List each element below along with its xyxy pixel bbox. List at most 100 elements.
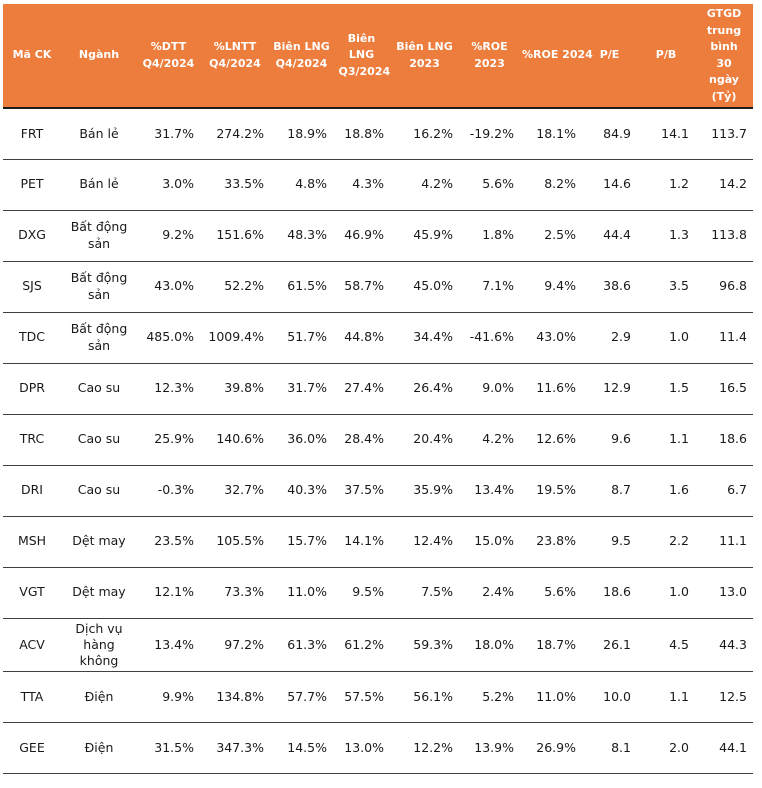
cell-pct-roe-2024: 11.6% [520, 363, 582, 415]
cell-pb: 4.5 [637, 618, 695, 673]
cell-bien-lng-q3-2024: 37.5% [333, 465, 390, 517]
cell-pct-roe-2023: 7.1% [459, 261, 520, 313]
cell-bien-lng-q3-2024: 14.1% [333, 516, 390, 568]
cell-nganh: Dệt may [61, 516, 137, 568]
cell-pct-dtt-q4-2024: 9.9% [137, 671, 200, 724]
table-row-dri: DRI Cao su -0.3% 32.7% 40.3% 37.5% 35.9% 13.4% 1… [3, 465, 753, 517]
column-header-label: P/B [655, 48, 677, 62]
cell-bien-lng-q4-2024: 48.3% [270, 210, 333, 262]
cell-pct-roe-2023: -19.2% [459, 108, 520, 160]
cell-bien-lng-q4-2024: 36.0% [270, 414, 333, 466]
cell-pe: 44.4 [582, 210, 637, 262]
cell-bien-lng-2023: 7.5% [390, 567, 459, 619]
cell-pct-roe-2024: 11.0% [520, 671, 582, 724]
table-row-dxg: DXG Bất động sản 9.2% 151.6% 48.3% 46.9% 45.9%… [3, 210, 753, 262]
cell-pct-roe-2023: 2.4% [459, 567, 520, 619]
cell-pct-roe-2024: 18.7% [520, 618, 582, 673]
cell-bien-lng-q3-2024: 61.2% [333, 618, 390, 673]
cell-nganh: Dệt may [61, 567, 137, 619]
cell-pct-roe-2023: 18.0% [459, 618, 520, 673]
cell-pb: 1.5 [637, 363, 695, 415]
cell-pct-lntt-q4-2024: 73.3% [200, 567, 270, 619]
cell-gtgd-trung-binh-30-ngay: 16.5 [695, 363, 753, 415]
cell-pct-roe-2023: 13.9% [459, 722, 520, 775]
cell-bien-lng-q3-2024: 28.4% [333, 414, 390, 466]
cell-bien-lng-q4-2024: 61.5% [270, 261, 333, 313]
cell-pe: 84.9 [582, 108, 637, 160]
cell-gtgd-trung-binh-30-ngay: 6.7 [695, 465, 753, 517]
cell-pe: 10.0 [582, 671, 637, 724]
table-row-tta: TTA Điện 9.9% 134.8% 57.7% 57.5% 56.1% 5.2% 11.0… [3, 671, 753, 724]
cell-nganh: Cao su [61, 363, 137, 415]
cell-bien-lng-2023: 56.1% [390, 671, 459, 724]
cell-pct-lntt-q4-2024: 97.2% [200, 618, 270, 673]
cell-bien-lng-q4-2024: 11.0% [270, 567, 333, 619]
column-header-label: Biên LNG 2023 [396, 40, 453, 70]
cell-ma-ck: PET [3, 159, 61, 211]
cell-bien-lng-q4-2024: 61.3% [270, 618, 333, 673]
cell-gtgd-trung-binh-30-ngay: 96.8 [695, 261, 753, 313]
cell-bien-lng-q3-2024: 44.8% [333, 312, 390, 364]
cell-pct-roe-2024: 26.9% [520, 722, 582, 775]
cell-nganh: Bán lẻ [61, 159, 137, 211]
cell-pct-roe-2024: 43.0% [520, 312, 582, 364]
cell-pb: 1.2 [637, 159, 695, 211]
cell-pe: 12.9 [582, 363, 637, 415]
cell-bien-lng-2023: 45.9% [390, 210, 459, 262]
column-header-pct-roe-2024: %ROE 2024 [520, 4, 593, 109]
cell-pe: 8.7 [582, 465, 637, 517]
cell-ma-ck: GEE [3, 722, 61, 775]
column-header-pct-roe-2023: %ROE 2023 [459, 4, 520, 109]
cell-pb: 3.5 [637, 261, 695, 313]
cell-nganh: Bất động sản [61, 261, 137, 313]
cell-pct-lntt-q4-2024: 39.8% [200, 363, 270, 415]
cell-pb: 1.3 [637, 210, 695, 262]
cell-pct-roe-2023: 9.0% [459, 363, 520, 415]
cell-bien-lng-2023: 26.4% [390, 363, 459, 415]
cell-pct-lntt-q4-2024: 52.2% [200, 261, 270, 313]
cell-ma-ck: ACV [3, 618, 61, 673]
cell-pe: 14.6 [582, 159, 637, 211]
cell-bien-lng-q4-2024: 18.9% [270, 108, 333, 160]
cell-ma-ck: MSH [3, 516, 61, 568]
cell-pe: 18.6 [582, 567, 637, 619]
cell-ma-ck: SJS [3, 261, 61, 313]
cell-ma-ck: TRC [3, 414, 61, 466]
column-header-label: %ROE 2023 [471, 40, 508, 70]
column-header-label: %LNTT Q4/2024 [209, 40, 261, 70]
cell-bien-lng-q3-2024: 46.9% [333, 210, 390, 262]
cell-pe: 9.5 [582, 516, 637, 568]
cell-pct-roe-2024: 8.2% [520, 159, 582, 211]
cell-bien-lng-q4-2024: 31.7% [270, 363, 333, 415]
cell-pe: 9.6 [582, 414, 637, 466]
cell-nganh: Cao su [61, 414, 137, 466]
cell-ma-ck: DXG [3, 210, 61, 262]
cell-ma-ck: DPR [3, 363, 61, 415]
cell-pct-dtt-q4-2024: 31.7% [137, 108, 200, 160]
cell-pct-roe-2023: -41.6% [459, 312, 520, 364]
cell-pct-lntt-q4-2024: 274.2% [200, 108, 270, 160]
cell-bien-lng-q3-2024: 58.7% [333, 261, 390, 313]
cell-bien-lng-2023: 4.2% [390, 159, 459, 211]
cell-gtgd-trung-binh-30-ngay: 11.1 [695, 516, 753, 568]
table-row-trc: TRC Cao su 25.9% 140.6% 36.0% 28.4% 20.4% 4.2% 1… [3, 414, 753, 466]
column-header-bien-lng-q3-2024: Biên LNG Q3/2024 [333, 4, 390, 109]
cell-bien-lng-q3-2024: 9.5% [333, 567, 390, 619]
table-row-frt: FRT Bán lẻ 31.7% 274.2% 18.9% 18.8% 16.2% -19.2… [3, 108, 753, 160]
cell-pct-dtt-q4-2024: 12.1% [137, 567, 200, 619]
cell-bien-lng-q4-2024: 15.7% [270, 516, 333, 568]
cell-pb: 1.1 [637, 414, 695, 466]
cell-nganh: Cao su [61, 465, 137, 517]
cell-bien-lng-q4-2024: 40.3% [270, 465, 333, 517]
column-header-bien-lng-2023: Biên LNG 2023 [390, 4, 459, 109]
cell-bien-lng-2023: 12.2% [390, 722, 459, 775]
column-header-pb: P/B [637, 4, 695, 109]
cell-pct-roe-2023: 13.4% [459, 465, 520, 517]
cell-pb: 14.1 [637, 108, 695, 160]
cell-bien-lng-q4-2024: 57.7% [270, 671, 333, 724]
cell-pct-roe-2023: 5.6% [459, 159, 520, 211]
cell-bien-lng-2023: 59.3% [390, 618, 459, 673]
cell-pct-lntt-q4-2024: 33.5% [200, 159, 270, 211]
cell-gtgd-trung-binh-30-ngay: 13.0 [695, 567, 753, 619]
cell-bien-lng-q4-2024: 51.7% [270, 312, 333, 364]
